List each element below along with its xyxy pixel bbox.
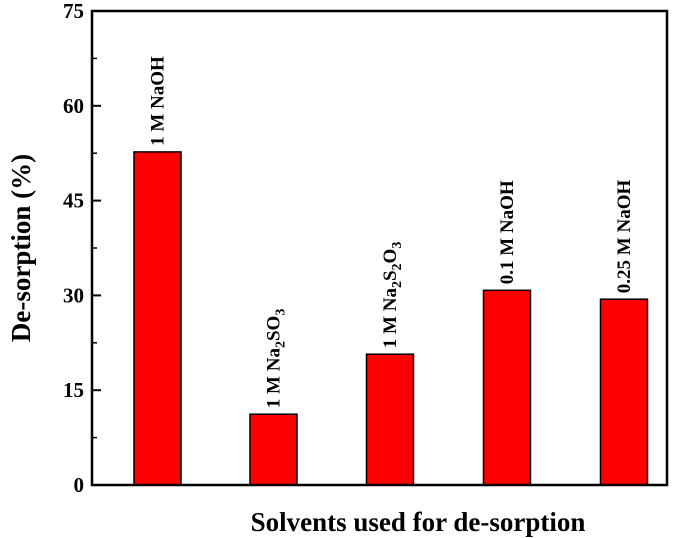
bar-label-4: 0.1 M NaOH (497, 180, 518, 284)
bar-label-2: 1 M Na2SO3 (264, 309, 289, 409)
bar-1 (133, 151, 182, 486)
bars-group (133, 151, 649, 486)
bar-labels-group: 1 M NaOH 1 M Na2SO3 1 M Na2S2O3 0.1 M NaOH 0… (148, 56, 636, 408)
y-tick-label-30: 30 (63, 283, 84, 307)
bar-label-1: 1 M NaOH (148, 56, 169, 146)
bar-5 (599, 298, 649, 486)
bar-2 (249, 413, 298, 486)
y-axis-label: De-sorption (%) (6, 154, 36, 342)
bar-3 (365, 353, 415, 486)
bar-label-5: 0.25 M NaOH (614, 180, 635, 294)
bar-4 (482, 289, 532, 486)
x-axis-label: Solvents used for de-sorption (251, 507, 586, 537)
y-tick-label-60: 60 (63, 94, 84, 118)
y-tick-label-45: 45 (63, 189, 84, 213)
y-ticks-group: 0 15 30 45 60 75 (63, 0, 101, 497)
bar-label-3: 1 M Na2S2O3 (380, 242, 405, 349)
y-tick-label-15: 15 (63, 378, 84, 402)
y-tick-label-75: 75 (63, 0, 84, 23)
y-tick-label-0: 0 (74, 473, 85, 497)
